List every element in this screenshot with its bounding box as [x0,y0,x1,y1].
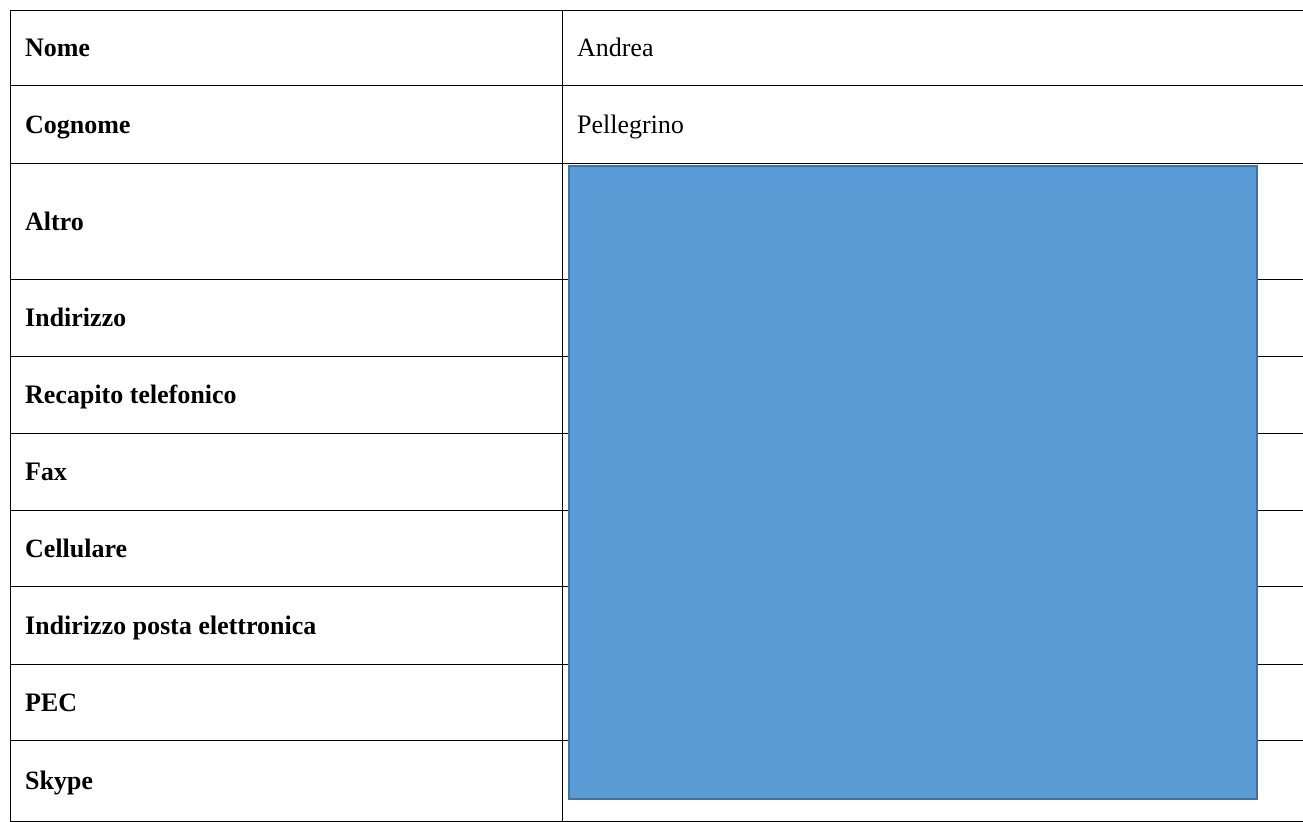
row-label: Cellulare [11,511,563,587]
row-label: Altro [11,164,563,280]
row-label: Indirizzo posta elettronica [11,587,563,665]
row-label: Cognome [11,86,563,164]
row-label: Indirizzo [11,280,563,357]
row-label: Recapito telefonico [11,357,563,434]
row-label: Fax [11,434,563,511]
row-label: Skype [11,741,563,822]
redaction-box [568,165,1258,800]
table-row-nome: Nome Andrea [11,11,1303,86]
row-value: Pellegrino [563,86,1303,164]
row-label: PEC [11,665,563,741]
row-label: Nome [11,11,563,86]
table-row-cognome: Cognome Pellegrino [11,86,1303,164]
row-value: Andrea [563,11,1303,86]
